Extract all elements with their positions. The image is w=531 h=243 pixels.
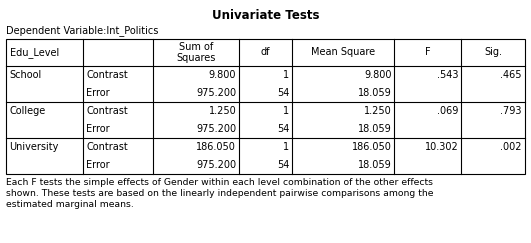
- Text: 1: 1: [283, 142, 289, 152]
- Text: 54: 54: [277, 160, 289, 170]
- Text: Contrast: Contrast: [86, 142, 128, 152]
- Text: .465: .465: [501, 70, 522, 80]
- Text: Contrast: Contrast: [86, 106, 128, 116]
- Text: 186.050: 186.050: [352, 142, 392, 152]
- Text: .069: .069: [437, 106, 458, 116]
- Text: Sig.: Sig.: [484, 47, 502, 58]
- Text: 10.302: 10.302: [425, 142, 458, 152]
- Text: School: School: [10, 70, 42, 80]
- Text: 18.059: 18.059: [358, 160, 392, 170]
- Text: Error: Error: [86, 160, 109, 170]
- Text: University: University: [10, 142, 59, 152]
- Text: 18.059: 18.059: [358, 88, 392, 98]
- Text: 975.200: 975.200: [196, 124, 236, 134]
- Bar: [6, 39, 525, 174]
- Text: .002: .002: [501, 142, 522, 152]
- Text: 54: 54: [277, 88, 289, 98]
- Text: Error: Error: [86, 88, 109, 98]
- Text: 1.250: 1.250: [364, 106, 392, 116]
- Text: F: F: [425, 47, 431, 58]
- Text: Univariate Tests: Univariate Tests: [212, 9, 319, 21]
- Text: Dependent Variable:Int_Politics: Dependent Variable:Int_Politics: [6, 26, 159, 36]
- Text: .793: .793: [501, 106, 522, 116]
- Text: Mean Square: Mean Square: [311, 47, 375, 58]
- Text: Each F tests the simple effects of Gender within each level combination of the o: Each F tests the simple effects of Gende…: [6, 178, 434, 209]
- Text: 54: 54: [277, 124, 289, 134]
- Text: Error: Error: [86, 124, 109, 134]
- Text: Edu_Level: Edu_Level: [10, 47, 59, 58]
- Text: 975.200: 975.200: [196, 160, 236, 170]
- Text: 1.250: 1.250: [209, 106, 236, 116]
- Text: College: College: [10, 106, 46, 116]
- Text: 9.800: 9.800: [209, 70, 236, 80]
- Text: Sum of
Squares: Sum of Squares: [176, 42, 216, 63]
- Text: 9.800: 9.800: [364, 70, 392, 80]
- Text: .543: .543: [437, 70, 458, 80]
- Text: 18.059: 18.059: [358, 124, 392, 134]
- Text: 1: 1: [283, 70, 289, 80]
- Text: 975.200: 975.200: [196, 88, 236, 98]
- Text: Contrast: Contrast: [86, 70, 128, 80]
- Text: 1: 1: [283, 106, 289, 116]
- Text: df: df: [261, 47, 270, 58]
- Text: 186.050: 186.050: [196, 142, 236, 152]
